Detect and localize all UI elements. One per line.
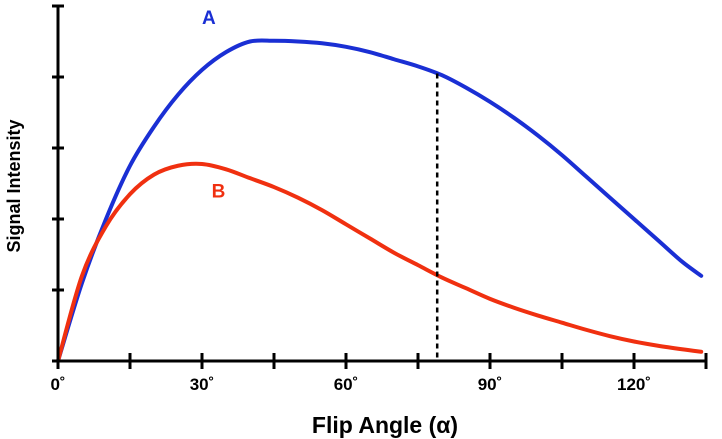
x-tick-label: 60˚ xyxy=(334,375,359,394)
series-label-a: A xyxy=(202,8,216,29)
x-axis-title: Flip Angle (α) xyxy=(312,412,458,438)
x-tick-label: 30˚ xyxy=(190,375,215,394)
x-tick-label: 90˚ xyxy=(478,375,503,394)
series-line-a xyxy=(56,38,704,363)
series-line-b xyxy=(56,161,704,363)
x-tick-label: 0˚ xyxy=(50,375,65,394)
y-axis-title: Signal Intensity xyxy=(4,119,24,252)
x-tick-label: 120˚ xyxy=(617,375,651,394)
plot-area: AB xyxy=(56,8,704,363)
series-label-b: B xyxy=(212,182,226,203)
axes: 0˚ 30˚ 60˚ 90˚ 120˚ xyxy=(50,4,708,394)
